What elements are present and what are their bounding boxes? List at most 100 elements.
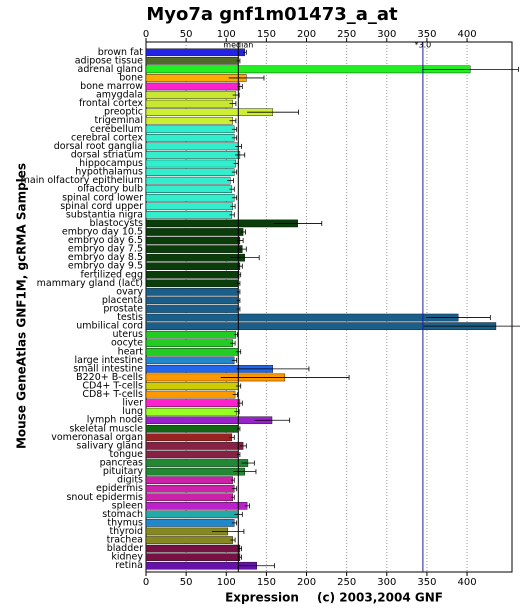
y-tick-label: adipose tissue (75, 55, 143, 66)
bar (145, 125, 235, 134)
bar (145, 433, 233, 442)
bar (145, 450, 239, 459)
x-tick-label: 400 (458, 577, 477, 588)
y-tick-label: salivary gland (76, 440, 143, 451)
y-tick-label: tongue (110, 449, 144, 460)
y-tick-label: fertilized egg (80, 269, 143, 280)
bar (145, 390, 236, 399)
y-tick-label: bladder (107, 543, 143, 554)
y-tick-label: liver (122, 398, 143, 409)
x-tick-label: 200 (297, 29, 316, 40)
y-tick-label: CD4+ T-cells (82, 381, 143, 392)
x-axis-label: Expression (225, 591, 299, 605)
bar (145, 57, 239, 65)
y-tick-label: spinal cord lower (62, 192, 143, 203)
y-tick-label: embryo day 6.5 (68, 235, 143, 246)
y-tick-label: amygdala (96, 90, 143, 101)
bar (145, 544, 241, 553)
y-tick-label: pancreas (100, 458, 143, 469)
bar (145, 484, 235, 493)
y-tick-label: lung (122, 406, 143, 417)
bar (145, 476, 233, 484)
y-tick-label: snout epidermis (66, 492, 143, 503)
bar (145, 211, 233, 219)
x-tick-label: 250 (337, 29, 356, 40)
y-tick-label: bone marrow (80, 81, 143, 92)
y-tick-label: epidermis (96, 483, 143, 494)
y-tick-label: dorsal striatum (71, 149, 143, 160)
bar (145, 142, 239, 151)
y-tick-label: vomeronasal organ (51, 432, 143, 443)
y-tick-label: cerebral cortex (71, 132, 143, 143)
y-tick-label: digits (117, 475, 143, 486)
bar (145, 288, 239, 296)
bar (145, 536, 233, 544)
y-tick-label: large intestine (74, 355, 143, 366)
y-tick-label: frontal cortex (79, 98, 143, 109)
bar (145, 416, 273, 425)
annotation: *3.0 (415, 41, 432, 50)
y-tick-label: hippocampus (79, 158, 143, 169)
bar (145, 245, 243, 253)
bar (145, 91, 237, 99)
y-tick-label: trachea (107, 535, 143, 546)
y-tick-label: substantia nigra (66, 209, 143, 220)
bar (145, 467, 245, 476)
bar (145, 519, 235, 527)
y-tick-label: spinal cord upper (60, 201, 143, 212)
y-tick-label: brown fat (98, 47, 144, 58)
bar (145, 82, 241, 91)
y-tick-label: hypothalamus (75, 167, 143, 178)
bar (145, 253, 245, 262)
x-tick-label: 50 (180, 577, 193, 588)
bar (145, 339, 233, 348)
y-tick-label: thyroid (109, 526, 143, 537)
bar (145, 493, 233, 502)
x-tick-label: 350 (417, 577, 436, 588)
y-tick-label: CD8+ T-cells (82, 389, 143, 400)
bar (145, 356, 235, 365)
bar (145, 442, 244, 450)
bar (145, 99, 233, 108)
x-tick-label: 300 (377, 577, 396, 588)
x-tick-label: 350 (417, 29, 436, 40)
bar (145, 228, 244, 236)
y-tick-label: dorsal root ganglia (54, 141, 143, 152)
y-tick-label: skeletal muscle (69, 423, 143, 434)
bar (145, 305, 239, 313)
y-tick-label: umbilical cord (76, 321, 143, 332)
credit: (c) 2003,2004 GNF (317, 591, 443, 605)
y-tick-label: trigeminal (94, 115, 143, 126)
y-tick-label: bone (119, 72, 143, 83)
bar (145, 236, 241, 245)
y-tick-label: ovary (116, 286, 143, 297)
x-tick-label: 300 (377, 29, 396, 40)
x-tick-label: 100 (217, 29, 236, 40)
y-tick-label: embryo day 8.5 (68, 252, 143, 263)
x-tick-label: 400 (458, 29, 477, 40)
bar (145, 168, 235, 176)
y-tick-label: oocyte (111, 338, 143, 349)
x-tick-label: 200 (297, 577, 316, 588)
y-tick-label: main olfactory epithelium (21, 175, 143, 186)
bar (145, 65, 471, 74)
y-tick-label: olfactory bulb (77, 184, 143, 195)
bar (145, 296, 239, 305)
y-axis-label: Mouse GeneAtlas GNF1M, gcRMA Samples (15, 163, 29, 449)
x-tick-label: 50 (180, 29, 193, 40)
bar (145, 185, 233, 193)
y-tick-label: blastocysts (90, 218, 143, 229)
y-tick-label: placenta (102, 295, 143, 306)
bar (145, 510, 239, 519)
y-tick-label: testis (117, 312, 143, 323)
x-tick-label: 0 (143, 577, 149, 588)
y-tick-label: embryo day 7.5 (68, 244, 143, 255)
bar (145, 407, 237, 416)
bar (145, 330, 237, 339)
y-tick-label: cerebellum (90, 124, 143, 135)
y-tick-label: stomach (102, 509, 143, 520)
bar (145, 382, 239, 390)
bar (145, 262, 241, 271)
bar (145, 553, 241, 561)
